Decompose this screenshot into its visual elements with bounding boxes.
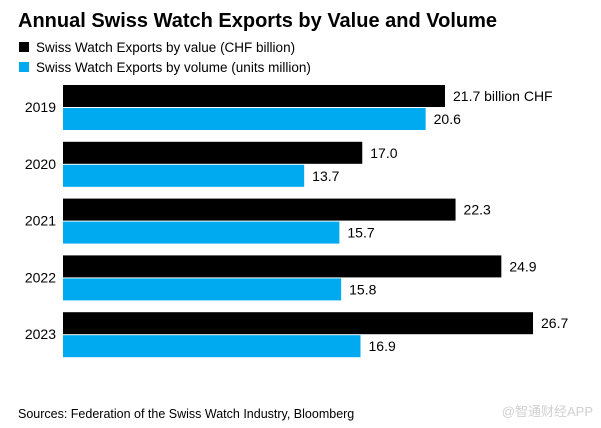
data-label-volume-2022: 15.8 <box>349 281 376 297</box>
bar-value-2020 <box>63 141 363 164</box>
data-label-volume-2021: 15.7 <box>347 225 374 241</box>
legend-label-value: Swiss Watch Exports by value (CHF billio… <box>36 40 295 55</box>
category-label-2021: 2021 <box>25 213 56 229</box>
data-label-value-2023: 26.7 <box>541 315 568 331</box>
data-label-value-2022: 24.9 <box>509 258 536 274</box>
data-label-volume-2020: 13.7 <box>312 168 339 184</box>
category-label-2023: 2023 <box>25 326 56 342</box>
bar-value-2022 <box>63 255 502 278</box>
data-label-value-2021: 22.3 <box>464 202 491 218</box>
legend-swatch-value <box>19 42 29 52</box>
bar-volume-2022 <box>63 278 342 301</box>
bar-volume-2020 <box>63 164 305 187</box>
data-label-volume-2023: 16.9 <box>369 338 396 354</box>
source-note: Sources: Federation of the Swiss Watch I… <box>18 407 354 421</box>
chart-title: Annual Swiss Watch Exports by Value and … <box>18 10 497 32</box>
legend-label-volume: Swiss Watch Exports by volume (units mil… <box>36 60 311 75</box>
bar-value-2021 <box>63 198 456 221</box>
bar-volume-2021 <box>63 221 340 244</box>
bar-volume-2023 <box>63 335 361 358</box>
watermark: @智通财经APP <box>502 404 593 419</box>
legend-swatch-volume <box>19 62 29 72</box>
data-label-value-2020: 17.0 <box>370 145 397 161</box>
category-label-2022: 2022 <box>25 269 56 285</box>
data-label-value-2019: 21.7 billion CHF <box>453 88 553 104</box>
category-label-2019: 2019 <box>25 99 56 115</box>
bar-value-2019 <box>63 85 445 107</box>
bar-value-2023 <box>63 312 534 335</box>
data-label-volume-2019: 20.6 <box>434 111 461 127</box>
category-label-2020: 2020 <box>25 156 56 172</box>
bar-volume-2019 <box>63 108 426 130</box>
